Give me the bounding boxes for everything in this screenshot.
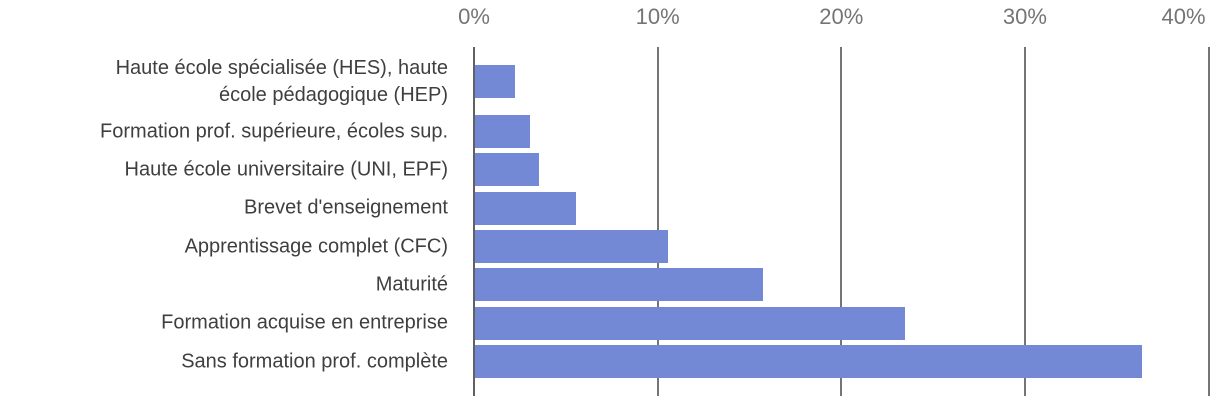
bar-0	[475, 65, 516, 98]
vertical-gridline	[656, 47, 659, 396]
category-label: Brevet d'enseignement	[244, 196, 448, 219]
x-axis-tick-label: 20%	[819, 4, 864, 29]
category-label: Haute école spécialisée (HES), haute éco…	[115, 56, 448, 106]
bar-5	[475, 268, 764, 302]
vertical-gridline	[840, 47, 843, 396]
category-label: Formation prof. supérieure, écoles sup.	[100, 120, 448, 142]
vertical-gridline	[1023, 47, 1026, 396]
x-axis-tick-label: 10%	[635, 4, 680, 29]
bar-7	[475, 345, 1142, 378]
category-label: Sans formation prof. complète	[181, 350, 448, 372]
category-label: Maturité	[375, 273, 448, 296]
bar-4	[475, 230, 668, 263]
category-label: Formation acquise en entreprise	[161, 311, 448, 334]
x-axis-tick-label: 30%	[1002, 4, 1047, 29]
bar-6	[475, 306, 905, 340]
y-axis-line	[473, 47, 475, 396]
x-axis-tick-label: 0%	[458, 4, 490, 29]
vertical-gridline	[1207, 47, 1210, 396]
x-axis-tick-label: 40%	[1161, 4, 1206, 29]
category-label: Haute école universitaire (UNI, EPF)	[124, 158, 448, 181]
bar-3	[475, 191, 576, 225]
bar-2	[475, 153, 540, 187]
bar-1	[475, 115, 531, 148]
category-label: Apprentissage complet (CFC)	[184, 235, 448, 257]
